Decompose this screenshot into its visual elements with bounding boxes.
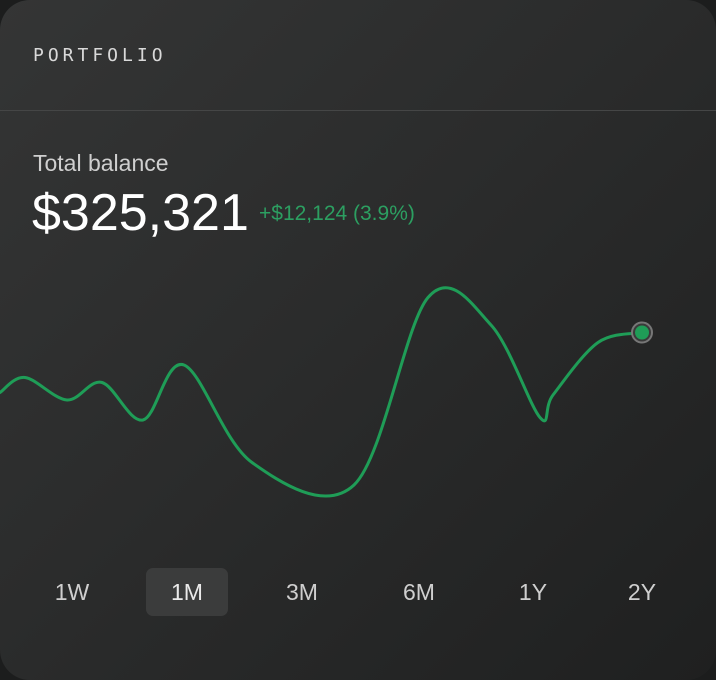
balance-line-chart (0, 286, 653, 498)
card-header: PORTFOLIO (0, 0, 716, 111)
current-point-marker (635, 325, 649, 340)
card-title: PORTFOLIO (33, 45, 167, 66)
range-button-2y[interactable]: 2Y (627, 578, 657, 605)
time-range-selector: 1W 1M 3M 6M 1Y 2Y (0, 568, 716, 616)
balance-label: Total balance (33, 150, 169, 176)
balance-change: +$12,124 (3.9%) (259, 202, 415, 225)
balance-amount: $325,321 (32, 184, 249, 242)
range-button-3m[interactable]: 3M (286, 578, 318, 605)
range-button-1y[interactable]: 1Y (518, 578, 548, 605)
range-button-6m[interactable]: 6M (403, 578, 435, 605)
balance-series-line (0, 286, 644, 498)
range-button-1m[interactable]: 1M (146, 568, 228, 616)
range-button-1w[interactable]: 1W (54, 578, 90, 605)
